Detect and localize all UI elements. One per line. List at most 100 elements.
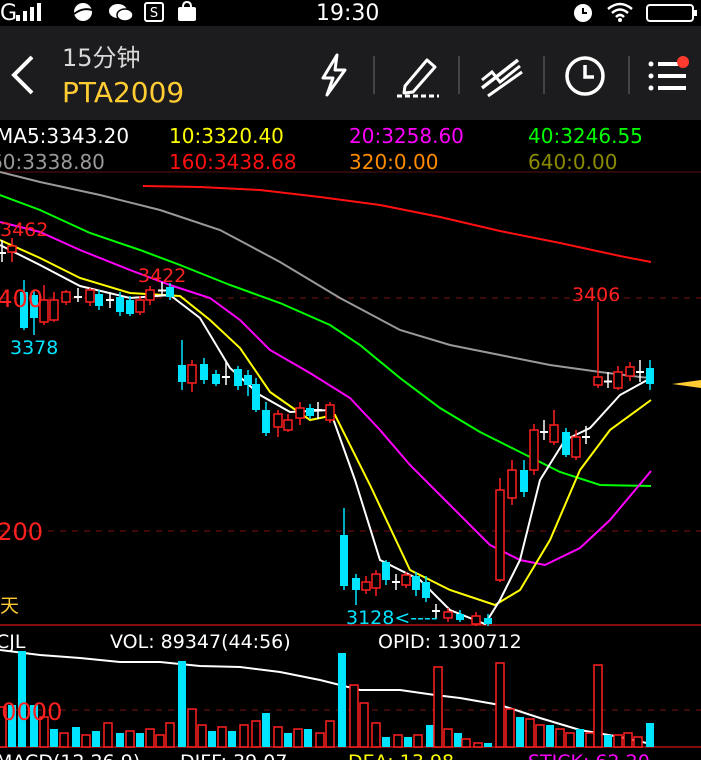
candlestick [325, 402, 335, 423]
volume-bar [251, 720, 261, 748]
macd-label[interactable]: MACD(12,26,9) [0, 751, 140, 760]
volume-bar [525, 718, 535, 748]
candlestick [456, 610, 464, 622]
volume-bar [495, 662, 505, 748]
volume-bar [228, 731, 236, 747]
label-day: 天 [0, 595, 19, 617]
candlestick [352, 574, 360, 605]
volume-bar [371, 722, 381, 748]
volume-bar [315, 732, 325, 748]
volume-bar [293, 728, 303, 748]
history-clock-icon[interactable] [563, 54, 607, 98]
ma60-value: 60:3338.80 [0, 150, 105, 174]
candlestick [520, 460, 528, 497]
candlestick [166, 283, 174, 300]
price-axis-3200: 3200 [0, 518, 43, 546]
volume-bar [426, 725, 434, 747]
candlestick [306, 404, 314, 419]
volume-bar [484, 743, 492, 747]
open-interest-value: OPID: 1300712 [378, 631, 522, 653]
candlestick [116, 292, 124, 316]
candlestick [30, 290, 38, 335]
volume-bar [623, 732, 633, 748]
bag-icon [178, 1, 196, 21]
candlestick [262, 402, 270, 436]
volume-bar [125, 730, 135, 748]
candlestick [484, 614, 492, 626]
menu-icon[interactable] [645, 54, 693, 98]
volume-bar [39, 716, 49, 748]
candlestick [252, 378, 260, 412]
chart-header: 15分钟 PTA2009 [0, 26, 701, 120]
volume-bar [30, 705, 38, 747]
candlestick [495, 478, 505, 582]
candlestick [295, 402, 305, 425]
candlestick [562, 428, 570, 457]
volume-bar [284, 733, 292, 747]
lightning-icon[interactable] [315, 52, 351, 98]
ma60-line [0, 171, 652, 379]
ma5-value: MA5:3343.20 [0, 124, 130, 148]
volume-bar [413, 734, 423, 748]
volume-bar [516, 717, 524, 747]
candlestick [571, 430, 581, 460]
volume-bar [565, 732, 575, 748]
alarm-icon [574, 4, 592, 22]
candlestick [613, 366, 623, 390]
ma20-line [0, 221, 652, 567]
volume-bar [613, 734, 623, 748]
ma20-value: 20:3258.60 [349, 124, 464, 148]
candle-group [0, 238, 654, 626]
volume-bar [103, 722, 113, 748]
volume-bar [433, 666, 443, 748]
candlestick [178, 340, 186, 390]
notification-icon: S [144, 2, 164, 22]
candlestick [49, 292, 59, 322]
candlestick [187, 360, 197, 392]
candlestick [95, 290, 103, 310]
browser-icon [73, 3, 93, 21]
candlestick [604, 372, 612, 388]
volume-bar [304, 729, 312, 747]
volume-bar [165, 722, 175, 748]
kline-chart[interactable]: 3462 3422 3378 3406 3128<---- 天 3400 320… [0, 170, 701, 760]
volume-bar [404, 737, 412, 747]
signal-icon [16, 3, 41, 21]
volume-value: VOL: 89347(44:56) [110, 631, 291, 653]
toolbar-divider [373, 56, 375, 94]
symbol-label[interactable]: PTA2009 [62, 76, 185, 109]
volume-bar [454, 733, 462, 747]
candlestick [443, 608, 453, 622]
ma10-value: 10:3320.40 [169, 124, 284, 148]
label-3128: 3128<---- [346, 607, 438, 629]
candlestick [540, 420, 548, 440]
volume-bar [217, 726, 227, 748]
back-arrow-icon[interactable] [8, 54, 38, 96]
volume-bar [473, 742, 483, 748]
volume-bar [50, 729, 58, 747]
trend-line-icon[interactable] [478, 52, 526, 98]
volume-bar [382, 737, 390, 747]
volume-bar [0, 706, 7, 748]
candlestick [582, 426, 590, 444]
ma640-value: 640:0.00 [528, 150, 618, 174]
volume-bar [461, 738, 471, 748]
candlestick [432, 604, 440, 618]
candlestick [401, 572, 411, 588]
volume-bar [604, 735, 612, 747]
volume-bar [208, 731, 216, 747]
period-label[interactable]: 15分钟 [62, 44, 141, 72]
candlestick [7, 238, 17, 262]
candlestick [74, 288, 82, 302]
volume-bar [555, 728, 565, 748]
candlestick [412, 572, 420, 596]
wifi-icon [607, 2, 633, 22]
volume-bar [325, 720, 335, 748]
volume-indicator-label[interactable]: CJL [0, 631, 26, 653]
current-price-marker [672, 380, 701, 388]
volume-bar [646, 723, 654, 747]
candlestick [361, 576, 371, 594]
draw-pen-icon[interactable] [395, 52, 441, 98]
volume-bar [145, 728, 155, 748]
